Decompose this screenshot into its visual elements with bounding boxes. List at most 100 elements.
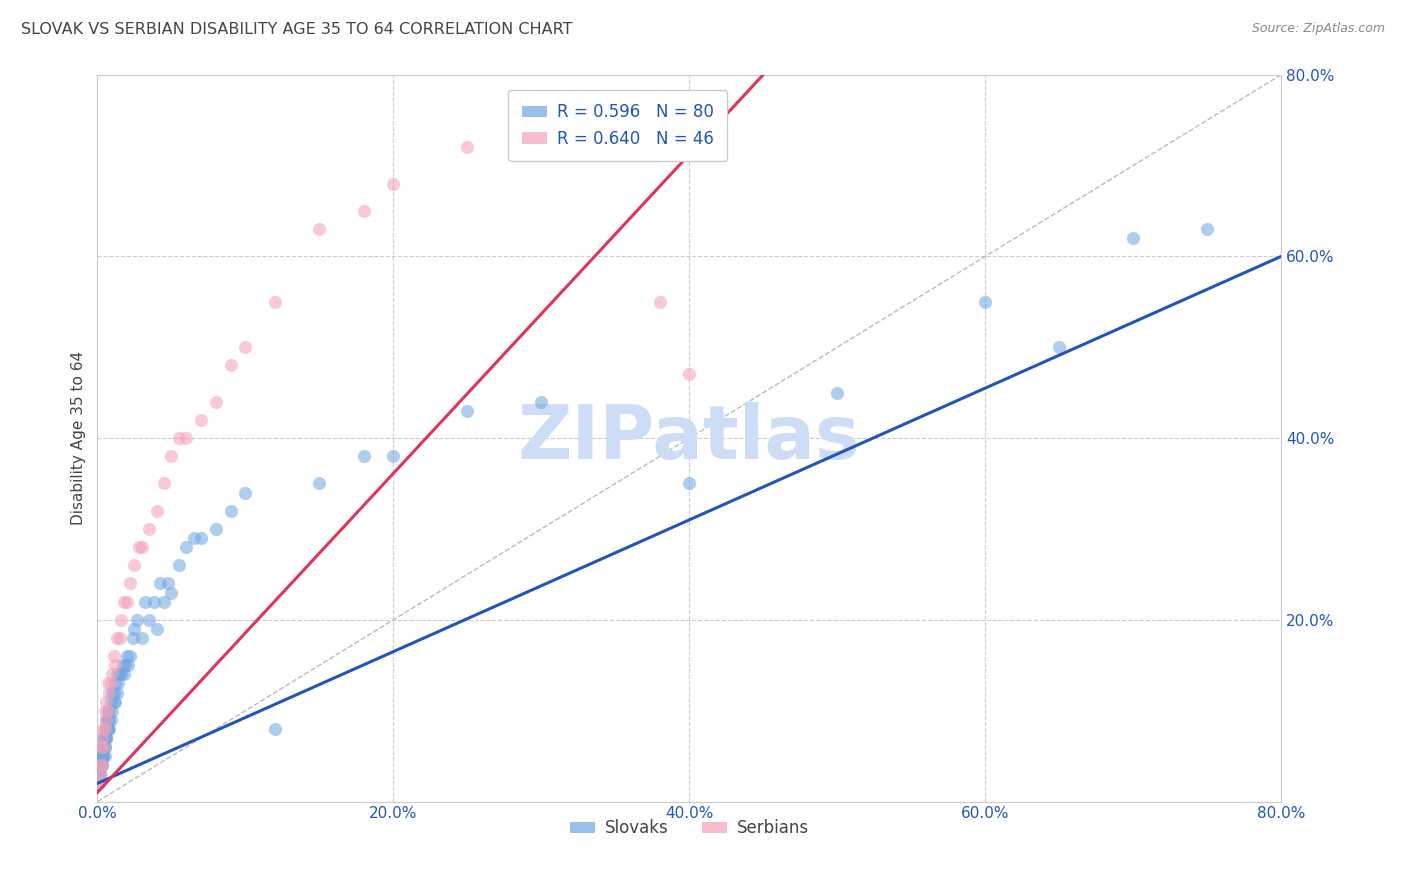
Point [134,594,156,608]
Point [1122,231,1144,245]
Point [101,685,124,699]
Point [114,658,136,673]
Point [131,631,153,645]
Point [153,476,176,491]
Point [87,776,110,790]
Point [89,767,111,781]
Point [97,722,120,736]
Point [131,540,153,554]
Point [235,485,257,500]
Point [115,649,138,664]
Point [353,449,375,463]
Point [96,713,118,727]
Point [90,739,112,754]
Point [1197,222,1219,236]
Point [98,704,121,718]
Point [382,449,405,463]
Point [100,695,122,709]
Point [108,631,131,645]
Point [90,731,112,745]
Point [91,739,114,754]
Point [174,431,197,445]
Point [115,594,138,608]
Point [204,394,226,409]
Point [190,413,212,427]
Point [104,658,127,673]
Point [89,767,111,781]
Point [96,731,118,745]
Point [678,476,700,491]
Point [89,758,111,772]
Point [98,713,121,727]
Point [1047,340,1070,354]
Point [353,203,375,218]
Point [87,776,110,790]
Point [264,294,287,309]
Point [91,731,114,745]
Point [97,676,120,690]
Point [145,622,167,636]
Point [94,731,117,745]
Point [219,359,242,373]
Point [235,340,257,354]
Point [105,631,128,645]
Point [110,613,132,627]
Point [157,576,180,591]
Text: SLOVAK VS SERBIAN DISABILITY AGE 35 TO 64 CORRELATION CHART: SLOVAK VS SERBIAN DISABILITY AGE 35 TO 6… [21,22,572,37]
Point [142,594,165,608]
Point [90,758,112,772]
Point [97,722,120,736]
Point [117,658,139,673]
Point [122,631,145,645]
Point [90,749,112,764]
Point [974,294,997,309]
Point [94,739,117,754]
Point [138,613,160,627]
Point [112,594,135,608]
Point [105,685,128,699]
Point [94,739,117,754]
Point [96,722,118,736]
Point [96,731,118,745]
Point [90,758,112,772]
Point [105,667,128,681]
Point [138,522,160,536]
Point [107,676,129,690]
Point [97,704,120,718]
Point [94,722,117,736]
Point [91,739,114,754]
Point [827,385,849,400]
Point [124,622,146,636]
Point [90,749,112,764]
Point [91,722,114,736]
Point [94,731,117,745]
Point [104,695,127,709]
Point [124,558,146,573]
Point [98,722,121,736]
Point [167,558,190,573]
Point [90,758,112,772]
Point [101,704,124,718]
Text: Source: ZipAtlas.com: Source: ZipAtlas.com [1251,22,1385,36]
Point [100,713,122,727]
Point [108,667,131,681]
Point [103,695,125,709]
Point [308,476,330,491]
Point [101,667,124,681]
Point [96,713,118,727]
Point [103,649,125,664]
Point [89,758,111,772]
Point [456,140,478,154]
Point [111,658,134,673]
Point [100,676,122,690]
Point [174,540,197,554]
Point [104,676,127,690]
Point [89,767,111,781]
Point [103,685,125,699]
Point [128,540,150,554]
Point [94,704,117,718]
Point [160,585,183,599]
Point [530,394,553,409]
Point [148,576,170,591]
Point [219,504,242,518]
